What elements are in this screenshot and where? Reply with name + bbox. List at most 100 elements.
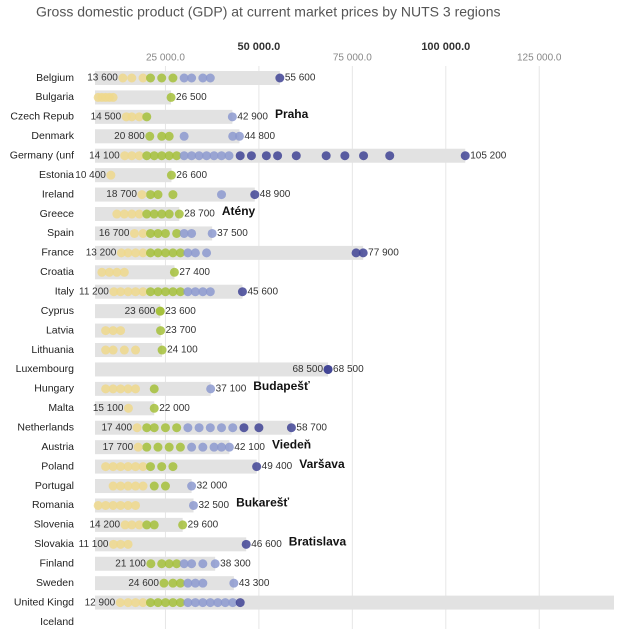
capital-label: Viedeň (272, 437, 311, 451)
max-label: 26 600 (176, 170, 207, 181)
region-dot (321, 151, 331, 161)
region-dot (149, 209, 159, 219)
region-dot (273, 151, 283, 161)
max-dot (252, 462, 262, 472)
region-dot (145, 73, 155, 83)
category-label: France (41, 247, 74, 259)
region-dot (149, 151, 159, 161)
range-bar (95, 537, 247, 552)
region-dot (340, 151, 350, 161)
region-dot (108, 500, 118, 510)
region-dot (157, 73, 167, 83)
region-dot (217, 442, 227, 452)
max-dot (286, 423, 296, 433)
max-label: 42 100 (234, 442, 265, 453)
max-label: 23 600 (165, 306, 196, 317)
region-dot (168, 462, 178, 472)
region-dot (160, 248, 170, 258)
region-dot (108, 384, 118, 394)
x-tick-label: 100 000.0 (421, 41, 470, 53)
region-dot (131, 345, 141, 355)
max-label: 23 700 (166, 325, 197, 336)
region-dot (175, 578, 185, 588)
region-dot (153, 190, 163, 200)
region-dot (93, 500, 103, 510)
x-tick-label: 25 000.0 (146, 53, 185, 64)
region-dot (112, 267, 122, 277)
region-dot (138, 248, 148, 258)
region-dot (164, 442, 174, 452)
capital-label: Budapešť (253, 379, 310, 393)
min-dot (109, 287, 119, 297)
category-label: Austria (41, 441, 74, 453)
min-dot (116, 248, 126, 258)
region-dot (123, 598, 133, 608)
region-dot (217, 423, 227, 433)
region-dot (131, 248, 141, 258)
max-label: 49 400 (262, 461, 293, 472)
region-dot (138, 73, 148, 83)
region-dot (183, 287, 193, 297)
min-dot (145, 131, 155, 141)
min-dot (108, 539, 118, 549)
region-dot (101, 345, 111, 355)
region-dot (153, 248, 163, 258)
region-dot (261, 151, 271, 161)
region-dot (145, 190, 155, 200)
region-dot (179, 151, 189, 161)
max-label: 68 500 (333, 364, 364, 375)
region-dot (134, 209, 144, 219)
region-dot (194, 423, 204, 433)
region-dot (123, 248, 133, 258)
category-label: Croatia (40, 266, 74, 278)
region-dot (190, 598, 200, 608)
region-dot (149, 384, 159, 394)
region-dot (157, 462, 167, 472)
max-dot (210, 559, 220, 569)
region-dot (235, 598, 245, 608)
region-dot (116, 462, 126, 472)
region-dot (205, 598, 215, 608)
region-dot (198, 559, 208, 569)
region-dot (160, 423, 170, 433)
region-dot (164, 559, 174, 569)
min-label: 17 400 (101, 422, 132, 433)
region-dot (104, 267, 114, 277)
chart-title: Gross domestic product (GDP) at current … (36, 4, 500, 20)
region-dot (127, 73, 137, 83)
region-dot (116, 500, 126, 510)
category-label: Belgium (36, 72, 74, 84)
region-dot (142, 151, 152, 161)
region-dot (198, 442, 208, 452)
region-dot (153, 598, 163, 608)
max-dot (358, 248, 368, 258)
range-bar (95, 362, 329, 377)
region-dot (101, 384, 111, 394)
x-tick-label: 50 000.0 (237, 41, 280, 53)
max-label: 37 100 (216, 384, 247, 395)
min-dot (120, 151, 130, 161)
region-dot (138, 598, 148, 608)
region-dot (142, 442, 152, 452)
region-dot (160, 228, 170, 238)
capital-label: Atény (222, 204, 256, 218)
min-label: 18 700 (106, 189, 137, 200)
region-dot (157, 209, 167, 219)
region-dot (153, 287, 163, 297)
min-dot (146, 559, 156, 569)
region-dot (194, 151, 204, 161)
region-dot (172, 228, 182, 238)
region-dot (157, 151, 167, 161)
region-dot (123, 287, 133, 297)
max-dot (206, 384, 216, 394)
category-label: Germany (unf (10, 150, 74, 162)
category-label: Slovenia (34, 519, 74, 531)
region-dot (142, 520, 152, 530)
max-dot (229, 578, 239, 588)
region-dot (239, 423, 249, 433)
min-dot (159, 578, 169, 588)
max-dot (149, 403, 159, 413)
max-dot (166, 170, 176, 180)
region-dot (254, 423, 264, 433)
region-dot (134, 151, 144, 161)
